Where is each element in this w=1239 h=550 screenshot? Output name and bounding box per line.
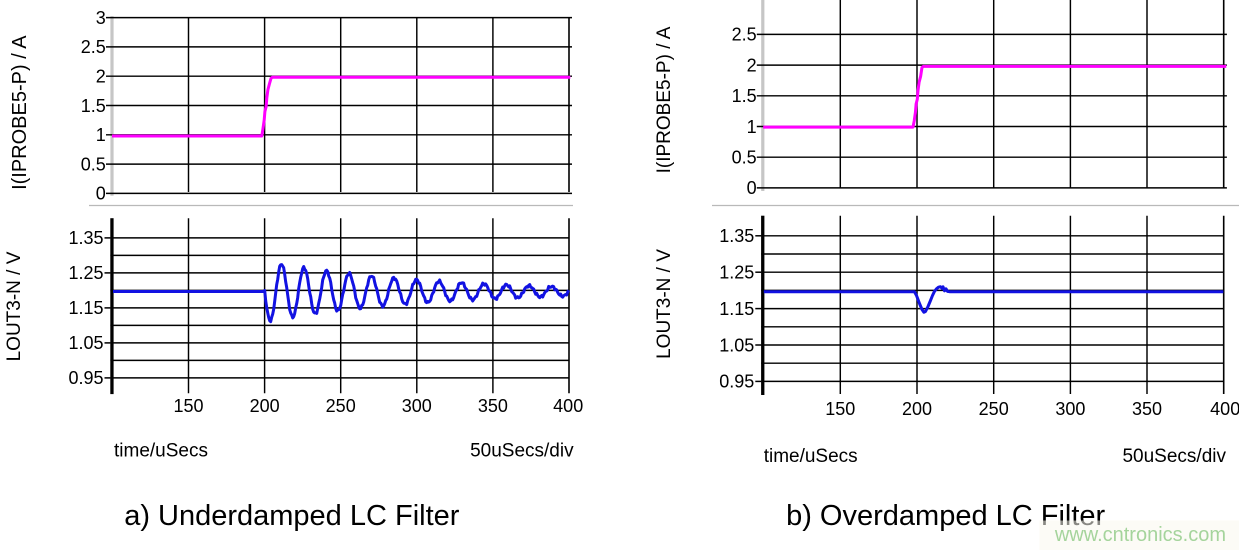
svg-text:I(IPROBE5-P) / A: I(IPROBE5-P) / A [9,35,31,190]
svg-text:2: 2 [96,67,106,87]
svg-text:1.25: 1.25 [68,263,103,283]
svg-text:0.95: 0.95 [719,372,754,392]
svg-text:250: 250 [979,399,1009,419]
svg-text:1.15: 1.15 [68,298,103,318]
svg-text:350: 350 [1132,399,1162,419]
svg-text:1.35: 1.35 [719,226,754,246]
svg-text:150: 150 [825,399,855,419]
svg-text:a) Underdamped LC Filter: a) Underdamped LC Filter [124,500,460,532]
svg-text:200: 200 [902,399,932,419]
svg-text:0: 0 [747,178,757,198]
svg-text:1.5: 1.5 [732,86,757,106]
svg-text:www.cntronics.com: www.cntronics.com [1054,524,1226,546]
svg-text:1.25: 1.25 [719,263,754,283]
svg-text:1.05: 1.05 [68,333,103,353]
svg-text:1: 1 [96,125,106,145]
svg-text:0.5: 0.5 [81,154,106,174]
svg-text:0.95: 0.95 [68,368,103,388]
svg-text:time/uSecs: time/uSecs [764,446,858,467]
svg-text:200: 200 [250,396,280,416]
svg-text:1.05: 1.05 [719,335,754,355]
svg-text:400: 400 [1210,399,1239,419]
svg-text:150: 150 [173,396,203,416]
svg-text:LOUT3-N / V: LOUT3-N / V [4,251,25,361]
svg-text:50uSecs/div: 50uSecs/div [1122,446,1226,467]
svg-text:3: 3 [96,8,106,28]
svg-text:0.5: 0.5 [732,148,757,168]
svg-text:2.5: 2.5 [81,37,106,57]
svg-text:350: 350 [478,396,508,416]
svg-text:1.5: 1.5 [81,96,106,116]
svg-text:LOUT3-N / V: LOUT3-N / V [654,249,675,359]
svg-text:2.5: 2.5 [732,25,757,45]
svg-text:400: 400 [553,396,583,416]
svg-text:1: 1 [747,117,757,137]
svg-text:1.15: 1.15 [719,299,754,319]
svg-text:1.35: 1.35 [68,228,103,248]
svg-text:300: 300 [402,396,432,416]
svg-text:I(IPROBE5-P) / A: I(IPROBE5-P) / A [654,26,675,173]
svg-text:2: 2 [747,55,757,75]
svg-text:0: 0 [96,184,106,204]
svg-text:50uSecs/div: 50uSecs/div [470,441,574,462]
svg-text:time/uSecs: time/uSecs [114,441,208,462]
svg-text:250: 250 [326,396,356,416]
svg-text:300: 300 [1055,399,1085,419]
